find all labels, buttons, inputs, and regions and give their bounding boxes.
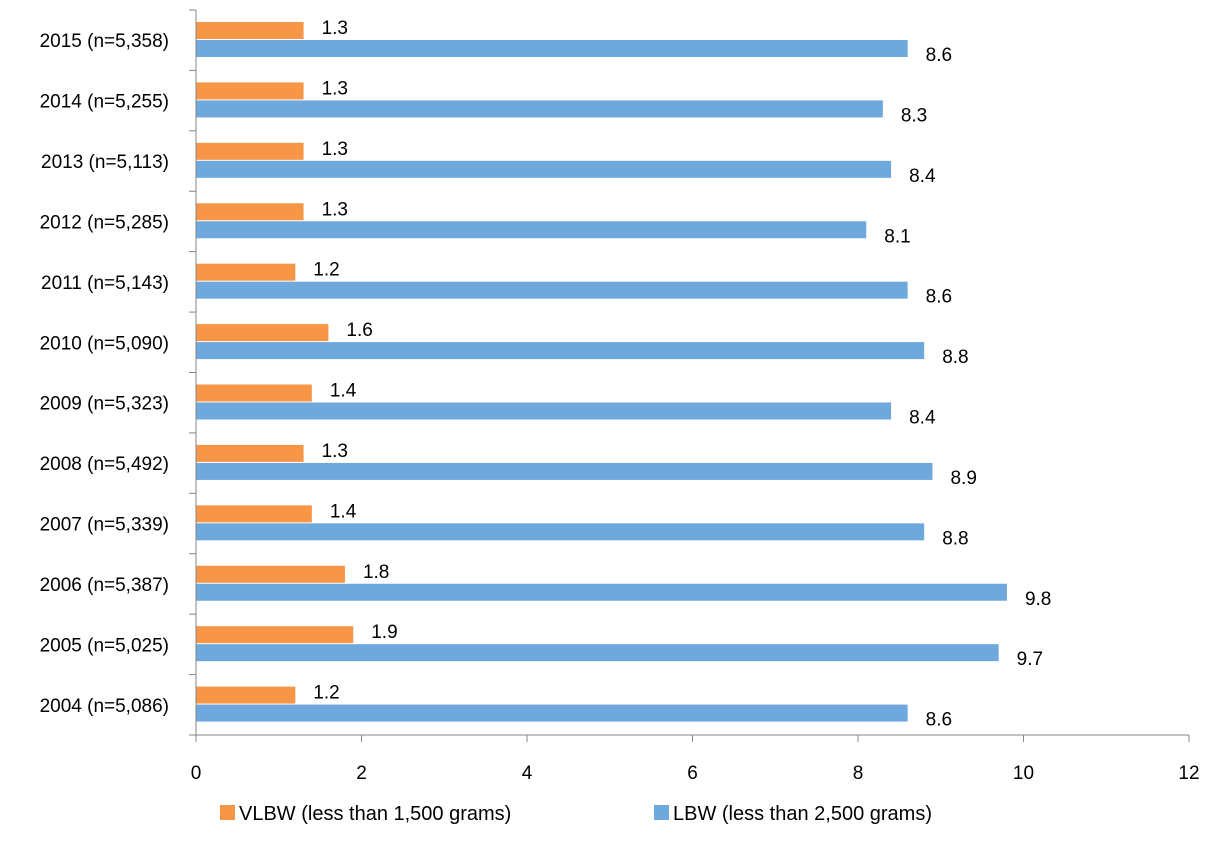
lbw-bar <box>196 644 999 662</box>
category-label: 2009 (n=5,323) <box>40 394 169 415</box>
vlbw-data-label: 1.6 <box>346 320 372 341</box>
vlbw-bar <box>196 82 304 100</box>
lbw-data-label: 8.4 <box>909 166 936 187</box>
lbw-data-label: 8.6 <box>926 287 952 308</box>
x-tick-label: 6 <box>687 763 698 784</box>
category-label: 2014 (n=5,255) <box>40 92 169 113</box>
category-label: 2015 (n=5,358) <box>40 31 169 52</box>
lbw-bar <box>196 583 1007 601</box>
vlbw-bar <box>196 384 312 402</box>
vlbw-bar <box>196 686 296 704</box>
lbw-data-label: 8.3 <box>901 105 927 126</box>
lbw-bar <box>196 160 892 178</box>
vlbw-data-label: 1.9 <box>371 622 397 643</box>
vlbw-data-label: 1.3 <box>322 199 348 220</box>
x-tick-label: 2 <box>356 763 367 784</box>
legend-swatch-vlbw <box>220 805 235 820</box>
lbw-data-label: 8.4 <box>909 408 936 429</box>
bars-layer <box>196 22 1007 722</box>
vlbw-bar <box>196 626 354 644</box>
category-label: 2006 (n=5,387) <box>40 575 169 596</box>
x-tick-label: 8 <box>853 763 864 784</box>
vlbw-bar <box>196 263 296 281</box>
vlbw-data-label: 1.4 <box>330 381 357 402</box>
legend-label-lbw: LBW (less than 2,500 grams) <box>673 803 932 825</box>
lbw-data-label: 8.9 <box>950 468 976 489</box>
lbw-bar <box>196 100 883 118</box>
category-label: 2004 (n=5,086) <box>40 696 169 717</box>
lbw-bar <box>196 221 867 239</box>
lbw-bar <box>196 402 892 420</box>
x-tick-label: 12 <box>1178 763 1199 784</box>
x-tick-label: 0 <box>191 763 202 784</box>
category-label: 2011 (n=5,143) <box>41 273 169 294</box>
category-label: 2012 (n=5,285) <box>40 212 169 233</box>
vlbw-data-label: 1.3 <box>322 441 348 462</box>
legend-swatch-lbw <box>654 805 669 820</box>
legend-label-vlbw: VLBW (less than 1,500 grams) <box>239 803 511 825</box>
lbw-bar <box>196 462 933 480</box>
vlbw-bar <box>196 203 304 221</box>
legend: VLBW (less than 1,500 grams) LBW (less th… <box>220 803 932 825</box>
vlbw-bar <box>196 22 304 39</box>
lbw-bar <box>196 704 908 722</box>
lbw-data-label: 9.7 <box>1017 649 1043 670</box>
vlbw-data-label: 1.2 <box>313 683 339 704</box>
vlbw-data-label: 1.4 <box>330 501 357 522</box>
lbw-data-label: 8.1 <box>884 226 910 247</box>
category-label: 2010 (n=5,090) <box>40 333 169 354</box>
category-label: 2007 (n=5,339) <box>40 515 169 536</box>
lbw-bar <box>196 342 925 360</box>
lbw-data-label: 8.6 <box>926 710 952 731</box>
lbw-data-label: 8.6 <box>926 45 952 66</box>
lbw-data-label: 8.8 <box>942 528 968 549</box>
vlbw-bar <box>196 505 312 523</box>
labels-layer: 1.3 8.6 2015 (n=5,358) 1.3 8.3 2014 (n=5,255)… <box>40 18 1200 784</box>
category-label: 2013 (n=5,113) <box>41 152 169 173</box>
category-label: 2005 (n=5,025) <box>40 635 169 656</box>
lbw-bar <box>196 281 908 299</box>
axis-layer <box>189 9 1190 742</box>
category-label: 2008 (n=5,492) <box>40 454 169 475</box>
vlbw-bar <box>196 565 345 583</box>
vlbw-data-label: 1.3 <box>322 78 348 99</box>
vlbw-data-label: 1.3 <box>322 18 348 39</box>
lbw-bar <box>196 523 925 541</box>
lbw-bar <box>196 40 908 57</box>
x-tick-label: 4 <box>522 763 533 784</box>
vlbw-bar <box>196 444 304 462</box>
vlbw-bar <box>196 324 329 342</box>
vlbw-bar <box>196 142 304 160</box>
x-tick-label: 10 <box>1013 763 1034 784</box>
lbw-data-label: 9.8 <box>1025 589 1051 610</box>
vlbw-data-label: 1.2 <box>313 260 339 281</box>
lbw-data-label: 8.8 <box>942 347 968 368</box>
vlbw-data-label: 1.8 <box>363 562 389 583</box>
vlbw-data-label: 1.3 <box>322 139 348 160</box>
